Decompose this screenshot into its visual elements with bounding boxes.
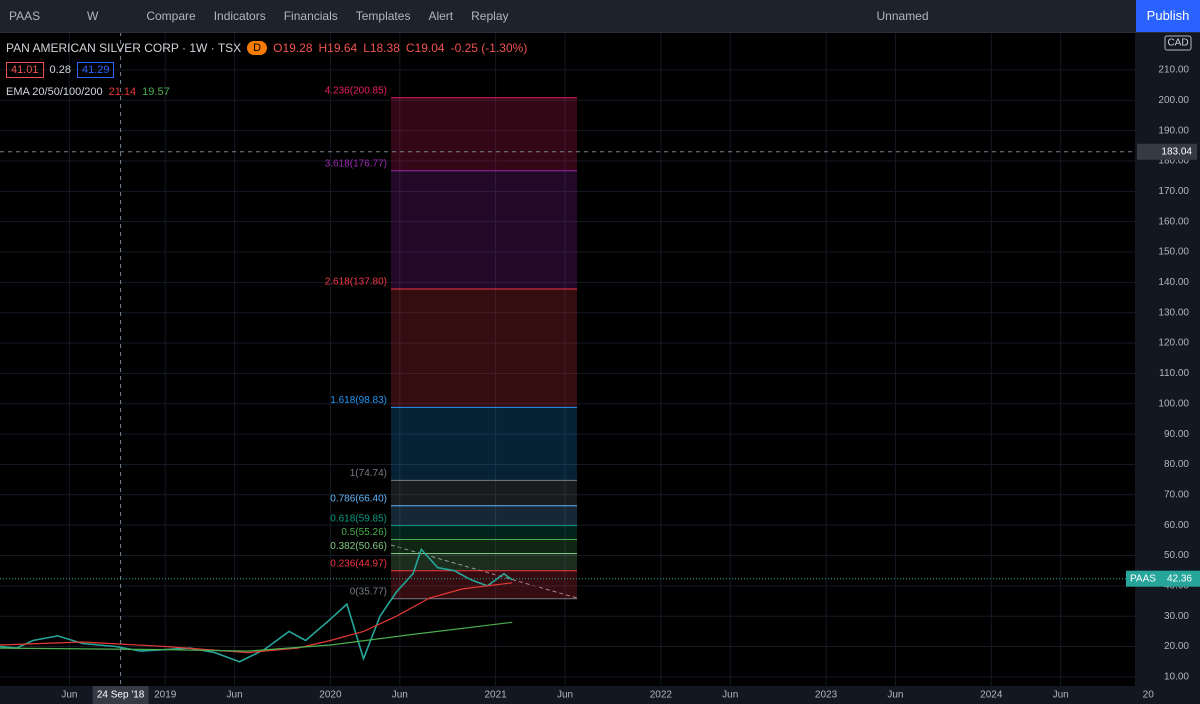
- crosshair-date-box: [92, 686, 149, 704]
- fib-label: 0.786(66.40): [330, 493, 387, 504]
- fib-zone: [391, 407, 577, 481]
- symbol[interactable]: PAAS: [9, 9, 41, 23]
- financials[interactable]: Financials: [283, 9, 338, 23]
- fib-label: 0.382(50.66): [330, 541, 387, 552]
- fib-zone: [391, 525, 577, 540]
- ema-value: 19.57: [142, 86, 170, 98]
- fib-label: 1(74.74): [350, 468, 387, 479]
- x-tick-label: 20: [1143, 690, 1155, 701]
- crosshair-date: 24 Sep '18: [97, 690, 145, 701]
- y-tick-label: 110.00: [1159, 368, 1189, 379]
- fib-label: 1.618(98.83): [330, 395, 387, 406]
- crosshair-price: 183.04: [1161, 146, 1192, 157]
- time-axis: [0, 686, 1135, 704]
- y-tick-label: 70.00: [1164, 489, 1189, 500]
- y-tick-label: 200.00: [1158, 95, 1189, 106]
- x-tick-label: 2023: [815, 690, 838, 701]
- fib-label: 2.618(137.80): [325, 277, 387, 288]
- y-tick-label: 130.00: [1158, 307, 1189, 318]
- alert[interactable]: Alert: [428, 9, 454, 23]
- replay[interactable]: Replay: [471, 9, 509, 23]
- fib-label: 0(35.77): [350, 586, 387, 597]
- change: -0.25 (-1.30%): [450, 41, 528, 55]
- close: C19.04: [405, 41, 445, 55]
- high: H19.64: [318, 41, 358, 55]
- fib-zone: [391, 170, 577, 290]
- buy[interactable]: 41.29: [76, 62, 115, 78]
- price-line: [0, 621, 513, 652]
- crosshair-price-box: [1137, 143, 1197, 160]
- price-line: [0, 582, 513, 654]
- fib-label: 4.236(200.85): [325, 85, 387, 96]
- y-tick-label: 190.00: [1158, 125, 1189, 136]
- toolbar: PAAS W Compare Indicators Financials Tem…: [0, 0, 1200, 33]
- price-line: [0, 547, 513, 663]
- badge: D: [247, 41, 268, 55]
- y-tick-label: 160.00: [1158, 216, 1189, 227]
- y-tick-label: 210.00: [1158, 65, 1189, 76]
- x-tick-label: Jun: [557, 690, 573, 701]
- y-tick-label: 150.00: [1158, 247, 1189, 258]
- fib-label: 3.618(176.77): [325, 158, 387, 169]
- y-tick-label: 140.00: [1158, 277, 1189, 288]
- interval[interactable]: W: [87, 9, 99, 23]
- x-tick-label: 2020: [319, 690, 342, 701]
- currency-box: [1164, 35, 1192, 51]
- x-tick-label: Jun: [61, 690, 77, 701]
- x-tick-label: 2024: [980, 690, 1003, 701]
- fib-label: 0.5(55.26): [341, 527, 387, 538]
- fib-zone: [391, 505, 577, 526]
- ema-title: EMA 20/50/100/200: [6, 86, 103, 98]
- y-tick-label: 90.00: [1164, 429, 1189, 440]
- last-price-symbol: PAAS: [1130, 573, 1156, 584]
- publish[interactable]: Publish: [1136, 0, 1200, 32]
- y-tick-label: 170.00: [1158, 186, 1189, 197]
- x-tick-label: Jun: [722, 690, 738, 701]
- low: L18.38: [363, 41, 400, 55]
- y-tick-label: 20.00: [1164, 641, 1189, 652]
- x-tick-label: Jun: [1053, 690, 1069, 701]
- indicators[interactable]: Indicators: [213, 9, 266, 23]
- y-tick-label: 50.00: [1164, 550, 1189, 561]
- legend: PAN AMERICAN SILVER CORP · 1W · TSX D O1…: [6, 38, 527, 104]
- x-tick-label: Jun: [392, 690, 408, 701]
- y-tick-label: 10.00: [1164, 672, 1189, 683]
- trend-line: [390, 544, 578, 599]
- y-tick-label: 120.00: [1158, 338, 1189, 349]
- templates[interactable]: Templates: [355, 9, 411, 23]
- fib-zone: [391, 480, 577, 506]
- y-tick-label: 30.00: [1164, 611, 1189, 622]
- x-tick-label: 2022: [650, 690, 673, 701]
- fib-zone: [391, 289, 577, 408]
- y-tick-label: 60.00: [1164, 520, 1189, 531]
- last-price-label: 42.36: [1167, 573, 1192, 584]
- x-tick-label: Jun: [887, 690, 903, 701]
- y-tick-label: 80.00: [1164, 459, 1189, 470]
- spread: 0.28: [49, 64, 71, 76]
- y-tick-label: 180.00: [1158, 156, 1189, 167]
- open: O19.28: [273, 41, 313, 55]
- y-tick-label: 100.00: [1158, 398, 1189, 409]
- fib-label: 0.236(44.97): [330, 558, 387, 569]
- last-price-tag: [1126, 570, 1200, 587]
- x-tick-label: 2021: [485, 690, 508, 701]
- ema-value: 21.14: [108, 86, 137, 98]
- x-tick-label: 2019: [154, 690, 177, 701]
- fib-label: 0.618(59.85): [330, 513, 387, 524]
- fib-zone: [391, 539, 577, 554]
- compare[interactable]: Compare: [146, 9, 196, 23]
- legend-title: PAN AMERICAN SILVER CORP · 1W · TSX: [6, 41, 242, 55]
- layout-name[interactable]: Unnamed: [876, 9, 929, 23]
- x-tick-label: Jun: [227, 690, 243, 701]
- currency: CAD: [1167, 38, 1188, 49]
- fib-zone: [391, 97, 577, 171]
- sell[interactable]: 41.01: [6, 62, 44, 78]
